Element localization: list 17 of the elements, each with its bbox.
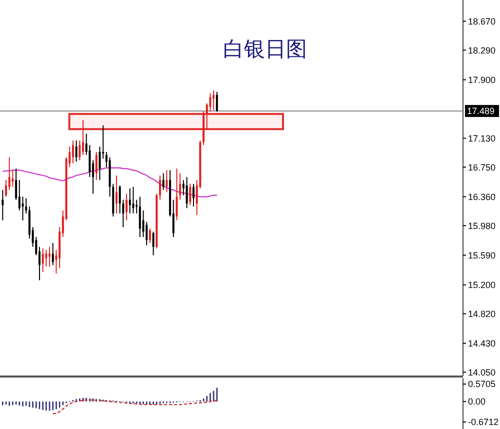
- y-tick-label: 15.980: [468, 220, 496, 231]
- y-tick-label: 14.820: [468, 308, 496, 319]
- y-tick-label: 14.430: [468, 338, 496, 348]
- y-tick-label: 17.900: [468, 74, 496, 85]
- y-tick-label: 0.5705: [468, 379, 496, 390]
- y-tick-label: 17.130: [468, 133, 496, 144]
- y-tick-label: 14.050: [468, 367, 496, 378]
- y-tick-label: 0.00: [468, 396, 486, 407]
- y-tick-label: 15.590: [468, 250, 496, 260]
- ref-line-label: 17.489: [467, 106, 495, 116]
- y-tick-label: 16.360: [468, 192, 496, 202]
- y-tick-label: 15.200: [468, 280, 496, 290]
- y-tick-label: -0.6712: [468, 417, 499, 428]
- y-tick-label: 16.750: [468, 162, 496, 172]
- text: 白银日图: [223, 37, 307, 61]
- y-tick-label: 18.670: [468, 16, 496, 26]
- y-tick-label: 18.290: [468, 45, 496, 56]
